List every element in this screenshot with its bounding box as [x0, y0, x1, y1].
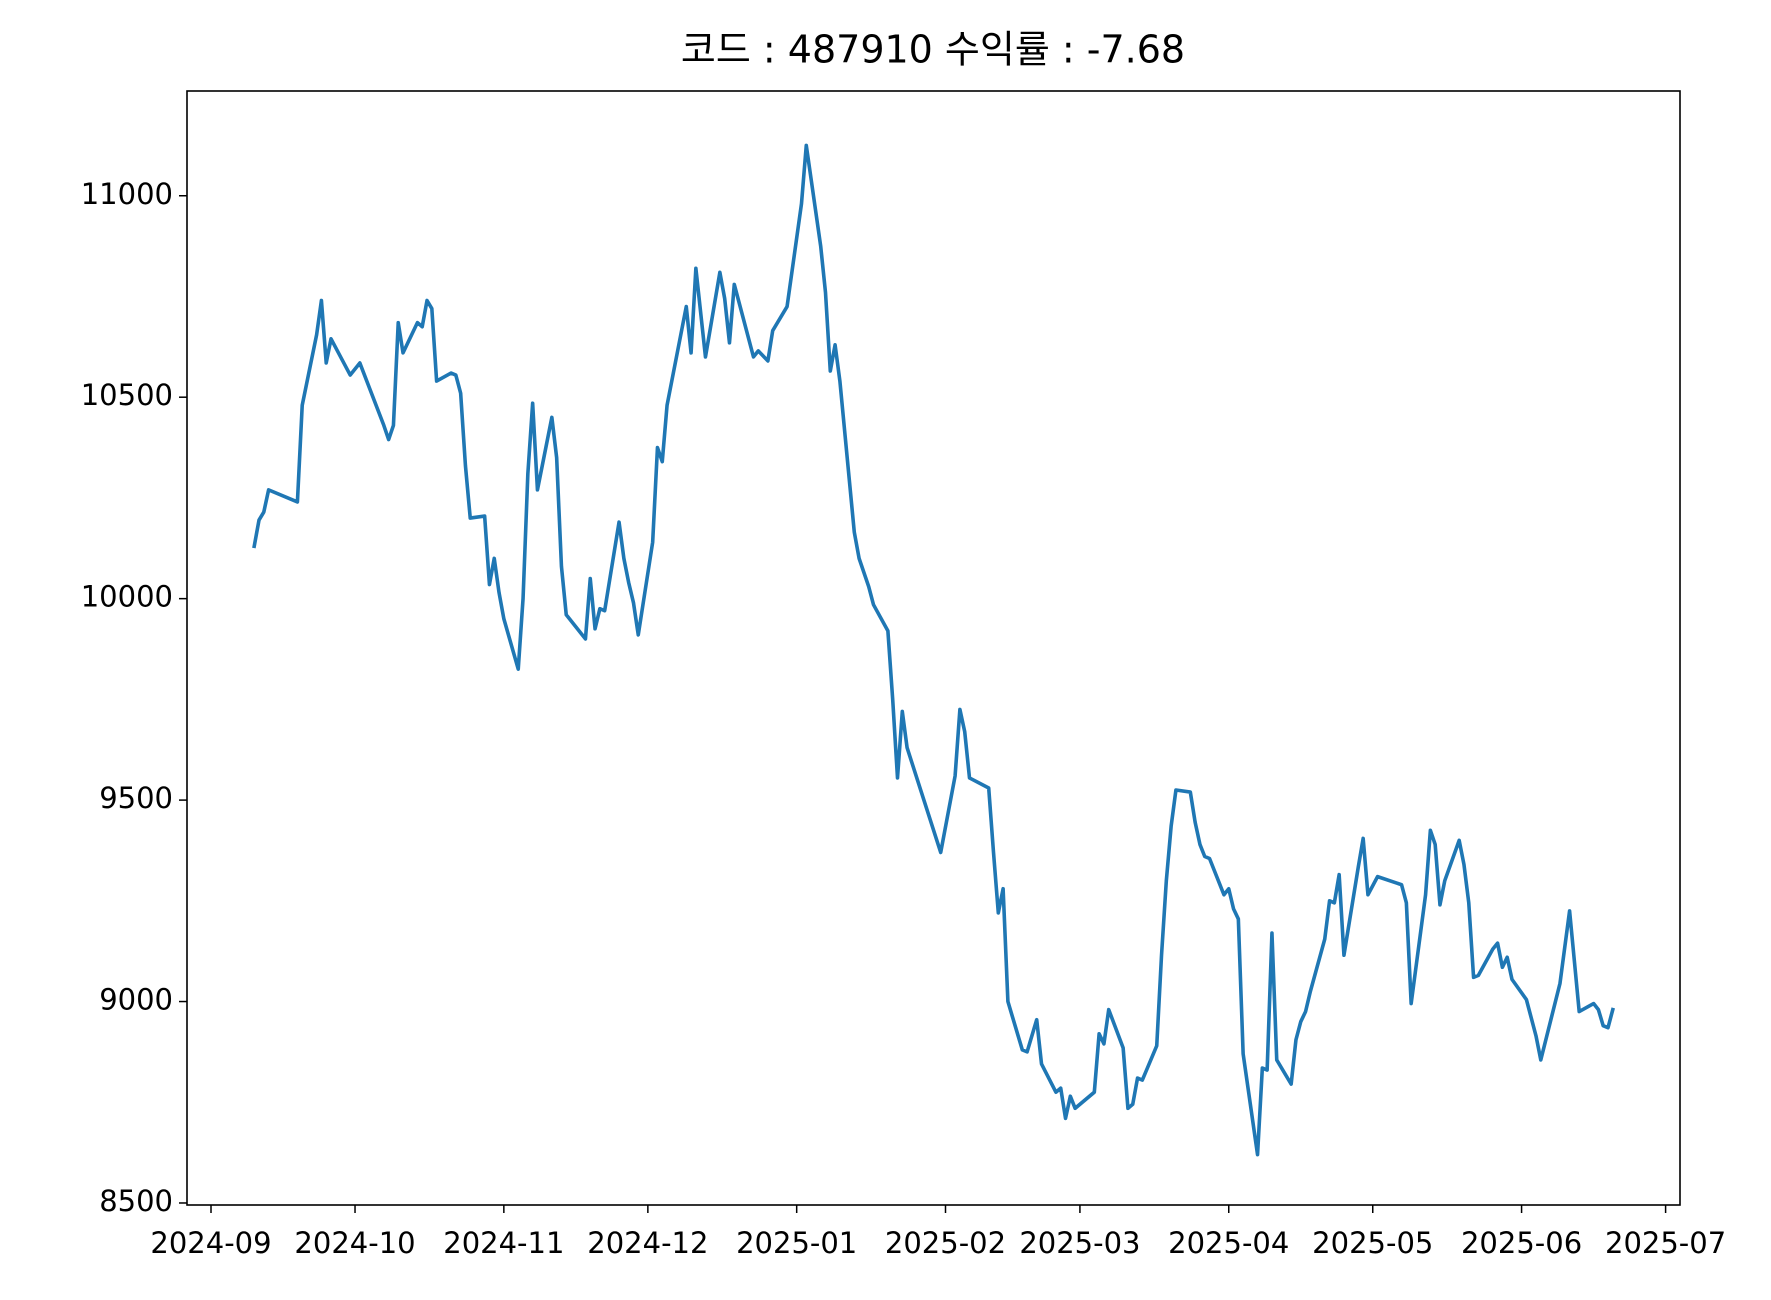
x-tick-label: 2024-10 — [294, 1226, 415, 1260]
x-tick-label: 2025-06 — [1461, 1226, 1582, 1260]
x-tick-label: 2025-02 — [885, 1226, 1006, 1260]
x-tick-label: 2024-12 — [587, 1226, 708, 1260]
line-series — [252, 143, 1615, 1157]
y-tick-label: 11000 — [81, 177, 173, 211]
x-tick-label: 2025-07 — [1605, 1226, 1726, 1260]
x-tick-label: 2025-01 — [736, 1226, 857, 1260]
x-tick-label: 2025-03 — [1019, 1226, 1140, 1260]
x-tick-label: 2024-11 — [443, 1226, 564, 1260]
x-tick-label: 2025-05 — [1312, 1226, 1433, 1260]
x-tick-label: 2025-04 — [1168, 1226, 1289, 1260]
y-tick-label: 10500 — [81, 378, 173, 412]
chart-title: 코드 : 487910 수익률 : -7.68 — [681, 28, 1185, 72]
y-tick-label: 9500 — [99, 781, 173, 815]
y-tick-label: 8500 — [99, 1184, 173, 1218]
y-tick-label: 10000 — [81, 580, 173, 614]
plot-frame — [186, 90, 1681, 1206]
y-tick-label: 9000 — [99, 983, 173, 1017]
x-tick-label: 2024-09 — [150, 1226, 271, 1260]
